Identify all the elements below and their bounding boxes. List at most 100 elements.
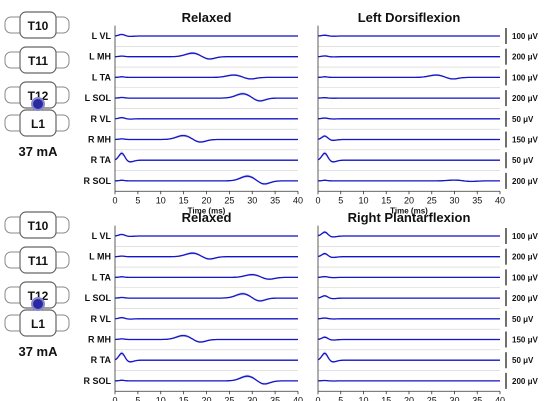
vertebra-body: [19, 11, 57, 39]
emg-trace: [114, 52, 298, 60]
stim-current-label: 37 mA: [18, 144, 58, 159]
channel-label: L SOL: [85, 93, 112, 103]
panel-2: Right Plantarflexion0510152025303540Time…: [315, 210, 505, 401]
scale-bar-label: 100 μV: [512, 32, 538, 41]
vertebra-label: T11: [28, 254, 48, 268]
x-axis-label: Time (ms): [188, 206, 226, 215]
emg-trace: [317, 152, 500, 163]
x-tick-label: 30: [247, 195, 257, 205]
scale-bar-label: 200 μV: [512, 53, 538, 62]
x-tick-label: 15: [179, 195, 189, 205]
panel-2: Left Dorsiflexion 0 5 10 15 20 25 30 35 40 Time (m…: [315, 10, 505, 215]
emg-trace: [317, 117, 500, 120]
scale-bar-label: 50 μV: [512, 115, 534, 124]
x-tick-label: 30: [449, 195, 459, 205]
x-tick-label: 35: [472, 195, 482, 205]
emg-trace: [114, 74, 298, 80]
x-tick-label: 35: [270, 195, 280, 205]
x-tick-label: 35: [472, 395, 482, 401]
x-tick-label: 10: [358, 195, 368, 205]
trace-variability-band: [115, 292, 298, 302]
channel-label: R MH: [88, 135, 111, 145]
scale-bar-label: 50 μV: [512, 315, 534, 324]
emg-trace: [114, 334, 298, 343]
trace-variability-band: [115, 351, 298, 363]
emg-trace: [114, 33, 298, 38]
channel-label: R VL: [90, 314, 111, 324]
trace-variability-band: [115, 334, 298, 344]
emg-trace: [114, 316, 298, 320]
x-tick-label: 10: [358, 395, 368, 401]
trace-variability-band: [115, 92, 298, 102]
x-tick-label: 20: [404, 195, 414, 205]
trace-variability-band: [318, 230, 500, 238]
x-axis-label: Time (ms): [390, 206, 428, 215]
vertebra-body: [19, 46, 57, 74]
emg-trace: [114, 116, 298, 120]
emg-trace: [114, 175, 298, 185]
emg-trace: [317, 379, 500, 382]
channel-label: L SOL: [85, 293, 112, 303]
x-tick-label: 20: [404, 395, 414, 401]
emg-trace: [114, 293, 298, 302]
emg-trace: [114, 375, 298, 385]
scale-bar-label: 100 μV: [512, 73, 538, 82]
panel-title: Relaxed: [182, 10, 232, 25]
trace-variability-band: [318, 351, 500, 363]
x-tick-label: 5: [338, 395, 343, 401]
emg-trace: [114, 273, 298, 280]
x-tick-label: 35: [270, 395, 280, 401]
x-tick-label: 5: [338, 195, 343, 205]
x-tick-label: 40: [293, 395, 303, 401]
emg-trace: [114, 93, 298, 102]
emg-trace: [317, 135, 500, 141]
channel-label: R MH: [88, 335, 111, 345]
x-tick-label: 5: [135, 395, 140, 401]
emg-trace: [317, 295, 500, 300]
channel-label: R SOL: [83, 376, 111, 386]
scale-bar-label: 100 μV: [512, 273, 538, 282]
emg-trace: [317, 275, 500, 279]
x-tick-label: 30: [247, 395, 257, 401]
emg-trace: [317, 317, 500, 320]
x-tick-label: 25: [427, 395, 437, 401]
channel-label: R VL: [90, 114, 111, 124]
trace-variability-band: [318, 151, 500, 163]
emg-trace: [114, 352, 298, 363]
trace-variability-band: [115, 374, 298, 386]
x-tick-label: 10: [156, 195, 166, 205]
channel-label: R SOL: [83, 176, 111, 186]
panel-title: Relaxed: [182, 210, 232, 225]
x-tick-label: 0: [112, 395, 117, 401]
x-tick-label: 15: [179, 395, 189, 401]
scale-bar-label: 200 μV: [512, 294, 538, 303]
electrode-marker: [31, 297, 45, 311]
scale-bar-label: 200 μV: [512, 253, 538, 262]
vertebra-label: T11: [28, 54, 48, 68]
emg-trace: [317, 231, 500, 238]
x-tick-label: 20: [201, 395, 211, 401]
emg-trace: [317, 336, 500, 341]
emg-trace: [317, 97, 500, 99]
vertebra-label: T10: [28, 219, 49, 233]
channel-label: L MH: [89, 252, 111, 262]
panel-title: Right Plantarflexion: [348, 210, 471, 225]
scale-bar-label: 200 μV: [512, 377, 538, 386]
x-tick-label: 15: [381, 395, 391, 401]
emg-trace: [317, 252, 500, 259]
scale-bar-label: 150 μV: [512, 136, 538, 145]
x-tick-label: 25: [427, 195, 437, 205]
x-tick-label: 0: [315, 395, 320, 401]
emg-trace: [317, 34, 500, 37]
x-tick-label: 25: [224, 195, 234, 205]
channel-label: L TA: [92, 272, 112, 282]
x-tick-label: 30: [449, 395, 459, 401]
trace-variability-band: [115, 151, 298, 163]
x-tick-label: 40: [495, 395, 505, 401]
x-tick-label: 0: [112, 195, 117, 205]
emg-trace: [114, 134, 298, 143]
